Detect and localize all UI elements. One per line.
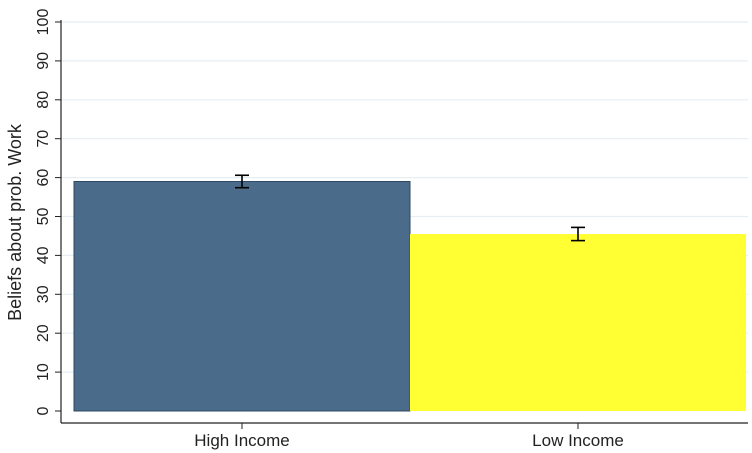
y-tick-label: 50 [35,208,52,226]
y-tick-label: 0 [35,406,52,415]
y-tick-label: 40 [35,246,52,264]
y-tick-label: 90 [35,52,52,70]
y-axis-title: Beliefs about prob. Work [5,123,25,321]
x-category-label: Low Income [532,431,624,450]
y-tick-label: 30 [35,285,52,303]
x-axis-labels: High Income Low Income [194,423,624,450]
y-tick-label: 60 [35,169,52,187]
x-category-label: High Income [194,431,289,450]
error-bars [235,174,585,242]
bar-high-income [73,180,411,412]
axes [60,20,748,424]
y-tick-label: 70 [35,130,52,148]
error-bar [571,226,585,242]
bar-low-income [410,234,746,411]
y-tick-label: 100 [35,9,52,36]
y-tick-label: 10 [35,363,52,381]
y-axis-ticks: 0 10 20 30 40 50 60 70 80 90 100 [35,9,61,415]
error-bar [235,174,249,189]
y-tick-label: 20 [35,324,52,342]
bars [73,180,746,412]
y-tick-label: 80 [35,91,52,109]
